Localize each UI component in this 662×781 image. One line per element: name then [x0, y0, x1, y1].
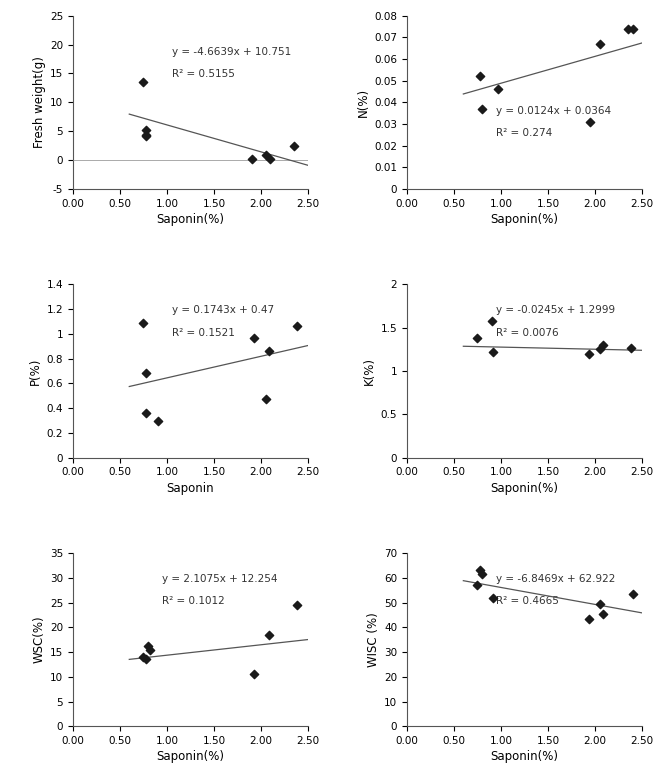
Point	[263, 629, 274, 641]
Y-axis label: Fresh weight(g): Fresh weight(g)	[32, 56, 46, 148]
Text: y = 0.0124x + 0.0364: y = 0.0124x + 0.0364	[496, 105, 612, 116]
Text: R² = 0.4665: R² = 0.4665	[496, 597, 559, 606]
Point	[475, 564, 486, 576]
Point	[594, 597, 605, 610]
Point	[141, 407, 152, 419]
Point	[472, 332, 483, 344]
Text: y = 2.1075x + 12.254: y = 2.1075x + 12.254	[162, 574, 278, 583]
Point	[263, 345, 274, 358]
Point	[143, 640, 154, 652]
Point	[141, 130, 152, 143]
X-axis label: Saponin(%): Saponin(%)	[491, 482, 559, 494]
Point	[246, 153, 257, 166]
Point	[583, 348, 594, 360]
Point	[472, 579, 483, 591]
Text: R² = 0.0076: R² = 0.0076	[496, 328, 559, 337]
Point	[260, 148, 271, 161]
X-axis label: Saponin(%): Saponin(%)	[491, 751, 559, 763]
Point	[141, 129, 152, 141]
X-axis label: Saponin: Saponin	[167, 482, 214, 494]
Point	[594, 37, 605, 50]
Text: y = 0.1743x + 0.47: y = 0.1743x + 0.47	[171, 305, 274, 315]
Point	[583, 612, 594, 625]
Point	[477, 568, 487, 580]
Point	[597, 608, 608, 620]
Point	[488, 346, 498, 358]
Point	[138, 651, 149, 663]
Point	[249, 331, 260, 344]
Y-axis label: P(%): P(%)	[29, 357, 42, 385]
Point	[628, 587, 638, 600]
Point	[475, 70, 486, 83]
Text: R² = 0.274: R² = 0.274	[496, 128, 553, 138]
Point	[493, 83, 504, 95]
Point	[477, 102, 487, 115]
Point	[585, 116, 596, 128]
Point	[152, 414, 163, 426]
Point	[488, 591, 498, 604]
Point	[487, 315, 497, 327]
Point	[597, 339, 608, 351]
X-axis label: Saponin(%): Saponin(%)	[156, 213, 224, 226]
Y-axis label: K(%): K(%)	[363, 357, 377, 385]
Point	[289, 140, 299, 152]
Point	[141, 367, 152, 380]
Point	[141, 653, 152, 665]
Point	[141, 123, 152, 136]
Text: y = -6.8469x + 62.922: y = -6.8469x + 62.922	[496, 574, 616, 583]
Point	[594, 343, 605, 355]
X-axis label: Saponin(%): Saponin(%)	[156, 751, 224, 763]
Y-axis label: N(%): N(%)	[357, 87, 370, 117]
Point	[260, 393, 271, 405]
Point	[628, 23, 638, 35]
Point	[623, 23, 634, 35]
Text: y = -0.0245x + 1.2999: y = -0.0245x + 1.2999	[496, 305, 616, 315]
Point	[291, 320, 302, 333]
X-axis label: Saponin(%): Saponin(%)	[491, 213, 559, 226]
Text: R² = 0.5155: R² = 0.5155	[171, 70, 234, 80]
Point	[138, 76, 149, 88]
Text: R² = 0.1012: R² = 0.1012	[162, 597, 225, 606]
Text: y = -4.6639x + 10.751: y = -4.6639x + 10.751	[171, 47, 291, 57]
Point	[291, 599, 302, 612]
Point	[249, 668, 260, 680]
Point	[138, 316, 149, 329]
Y-axis label: WISC (%): WISC (%)	[367, 612, 380, 667]
Text: R² = 0.1521: R² = 0.1521	[171, 328, 234, 337]
Point	[626, 341, 636, 354]
Point	[145, 644, 156, 656]
Y-axis label: WSC(%): WSC(%)	[32, 616, 46, 664]
Point	[265, 152, 276, 165]
